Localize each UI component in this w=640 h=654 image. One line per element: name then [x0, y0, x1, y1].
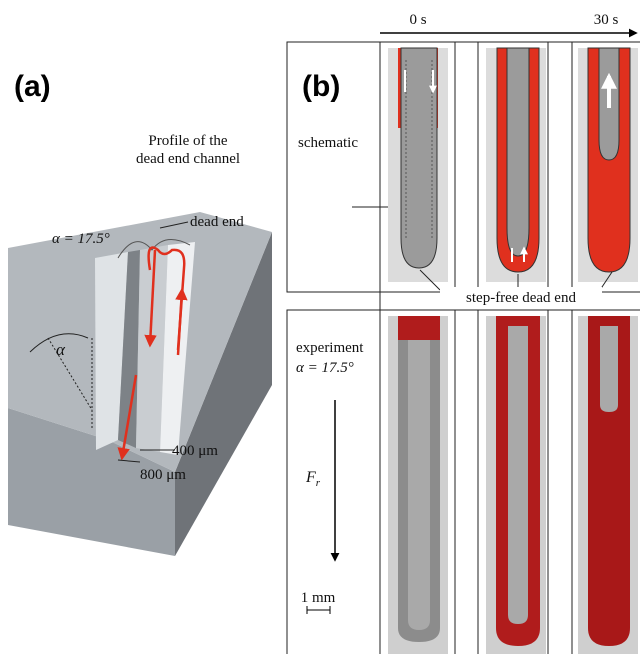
title-line: Profile of the	[148, 133, 227, 149]
panel-label: (b)	[302, 70, 340, 103]
title-line: dead end channel	[136, 151, 240, 167]
width-label: 400 μm	[172, 443, 218, 459]
channel-block	[8, 212, 272, 556]
schematic	[388, 48, 638, 282]
force-label: Fr	[305, 469, 321, 489]
row-label: experiment	[296, 340, 364, 356]
panel-label: (a)	[14, 70, 51, 103]
dead-end-label: dead end	[190, 214, 244, 230]
experiment-part	[508, 326, 528, 624]
annotation: step-free dead end	[466, 290, 576, 306]
experiment-part	[600, 326, 618, 412]
force-subscript: r	[316, 477, 321, 489]
force-symbol: F	[305, 469, 316, 486]
time-label: 0 s	[409, 12, 426, 28]
figure: (a) Profile of the dead end channel α = …	[0, 0, 640, 654]
experiment-part	[408, 330, 430, 630]
angle-label: α = 17.5°	[52, 231, 110, 247]
scale-bar	[307, 606, 330, 614]
schematic-part	[507, 48, 529, 256]
row-label: α = 17.5°	[296, 360, 354, 376]
experiment-part	[398, 316, 440, 340]
alpha-label: α	[56, 340, 66, 359]
row-label: schematic	[298, 135, 358, 151]
scale-label: 1 mm	[301, 590, 336, 606]
time-label: 30 s	[594, 12, 619, 28]
width-label: 800 μm	[140, 467, 186, 483]
experiment	[388, 316, 638, 654]
